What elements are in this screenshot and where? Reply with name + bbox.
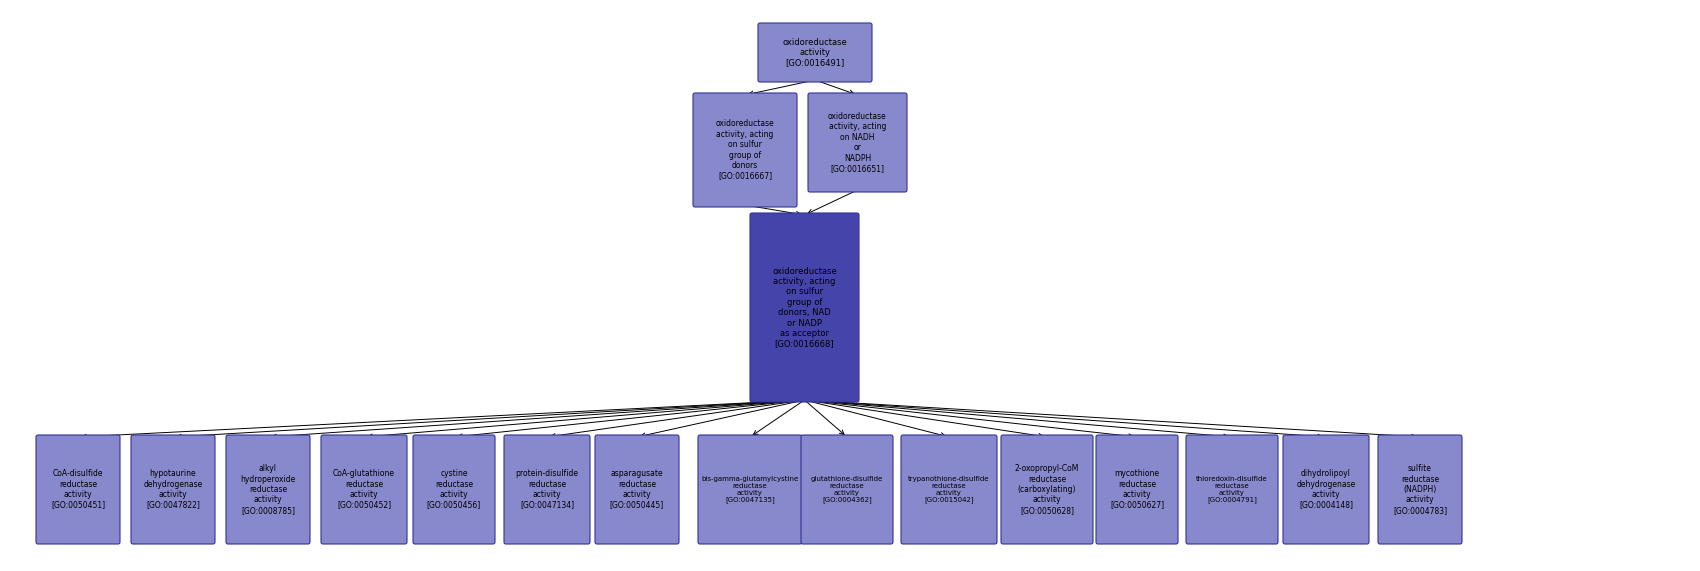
Text: thioredoxin-disulfide
reductase
activity
[GO:0004791]: thioredoxin-disulfide reductase activity… bbox=[1197, 476, 1268, 504]
FancyBboxPatch shape bbox=[503, 435, 590, 544]
Text: oxidoreductase
activity, acting
on sulfur
group of
donors
[GO:0016667]: oxidoreductase activity, acting on sulfu… bbox=[716, 119, 775, 180]
Text: trypanothione-disulfide
reductase
activity
[GO:0015042]: trypanothione-disulfide reductase activi… bbox=[908, 476, 989, 504]
Text: hypotaurine
dehydrogenase
activity
[GO:0047822]: hypotaurine dehydrogenase activity [GO:0… bbox=[143, 469, 202, 509]
FancyBboxPatch shape bbox=[1379, 435, 1462, 544]
FancyBboxPatch shape bbox=[131, 435, 214, 544]
Text: cystine
reductase
activity
[GO:0050456]: cystine reductase activity [GO:0050456] bbox=[427, 469, 481, 509]
FancyBboxPatch shape bbox=[694, 93, 797, 207]
FancyBboxPatch shape bbox=[226, 435, 309, 544]
Text: 2-oxopropyl-CoM
reductase
(carboxylating)
activity
[GO:0050628]: 2-oxopropyl-CoM reductase (carboxylating… bbox=[1015, 464, 1080, 515]
FancyBboxPatch shape bbox=[321, 435, 406, 544]
FancyBboxPatch shape bbox=[1187, 435, 1278, 544]
FancyBboxPatch shape bbox=[808, 93, 908, 192]
FancyBboxPatch shape bbox=[699, 435, 802, 544]
Text: oxidoreductase
activity
[GO:0016491]: oxidoreductase activity [GO:0016491] bbox=[782, 38, 847, 67]
Text: glutathione-disulfide
reductase
activity
[GO:0004362]: glutathione-disulfide reductase activity… bbox=[811, 476, 882, 504]
Text: CoA-disulfide
reductase
activity
[GO:0050451]: CoA-disulfide reductase activity [GO:005… bbox=[51, 469, 105, 509]
Text: sulfite
reductase
(NADPH)
activity
[GO:0004783]: sulfite reductase (NADPH) activity [GO:0… bbox=[1392, 464, 1447, 515]
FancyBboxPatch shape bbox=[1284, 435, 1368, 544]
Text: asparagusate
reductase
activity
[GO:0050445]: asparagusate reductase activity [GO:0050… bbox=[610, 469, 665, 509]
Text: CoA-glutathione
reductase
activity
[GO:0050452]: CoA-glutathione reductase activity [GO:0… bbox=[333, 469, 394, 509]
Text: oxidoreductase
activity, acting
on sulfur
group of
donors, NAD
or NADP
as accept: oxidoreductase activity, acting on sulfu… bbox=[772, 267, 836, 348]
Text: bis-gamma-glutamylcystine
reductase
activity
[GO:0047135]: bis-gamma-glutamylcystine reductase acti… bbox=[702, 476, 799, 504]
Text: alkyl
hydroperoxide
reductase
activity
[GO:0008785]: alkyl hydroperoxide reductase activity [… bbox=[240, 464, 296, 515]
Text: dihydrolipoyl
dehydrogenase
activity
[GO:0004148]: dihydrolipoyl dehydrogenase activity [GO… bbox=[1297, 469, 1355, 509]
Text: protein-disulfide
reductase
activity
[GO:0047134]: protein-disulfide reductase activity [GO… bbox=[515, 469, 578, 509]
FancyBboxPatch shape bbox=[36, 435, 121, 544]
FancyBboxPatch shape bbox=[750, 213, 858, 402]
FancyBboxPatch shape bbox=[595, 435, 678, 544]
FancyBboxPatch shape bbox=[1001, 435, 1093, 544]
Text: oxidoreductase
activity, acting
on NADH
or
NADPH
[GO:0016651]: oxidoreductase activity, acting on NADH … bbox=[828, 112, 887, 173]
FancyBboxPatch shape bbox=[1096, 435, 1178, 544]
FancyBboxPatch shape bbox=[901, 435, 996, 544]
FancyBboxPatch shape bbox=[413, 435, 495, 544]
FancyBboxPatch shape bbox=[758, 23, 872, 82]
FancyBboxPatch shape bbox=[801, 435, 892, 544]
Text: mycothione
reductase
activity
[GO:0050627]: mycothione reductase activity [GO:005062… bbox=[1110, 469, 1165, 509]
